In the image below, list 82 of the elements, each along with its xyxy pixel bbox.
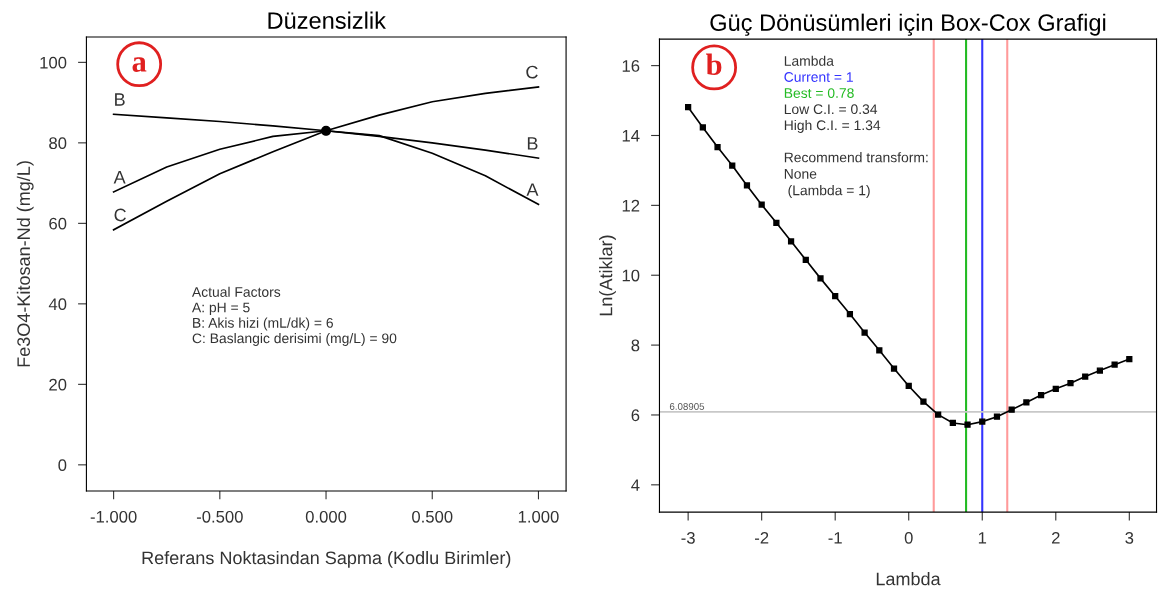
text: C [526,65,538,79]
x-tick-label: -0.500 [196,510,243,523]
y-tick-label: 4 [631,479,640,491]
point [1052,385,1059,392]
point [758,201,765,208]
point [817,275,824,282]
y-tick-label: 16 [622,60,640,72]
point [876,347,883,354]
point [993,413,1001,420]
point [1126,355,1133,363]
text: B [115,93,125,106]
point [685,104,692,111]
annotation: A: pH = 5 [191,302,250,316]
x-tick-label: -3 [681,531,695,544]
point [773,219,780,226]
y-tick-label: 14 [622,130,640,142]
point [1008,406,1015,413]
x-tick-label: -1.000 [90,510,137,523]
chart-title: Güç Dönüsümleri için Box-Cox Grafigi [710,13,1106,36]
point [1082,373,1089,380]
y-tick-label: 6 [631,409,640,422]
y-tick-label: 40 [48,298,67,311]
x-tick-label: 0.000 [305,510,347,523]
series-label: C [114,208,126,222]
annotation: B: Akis hizi (mL/dk) = 6 [193,317,333,331]
point [1037,391,1045,399]
y-tick-label: 12 [622,199,640,212]
point [890,365,898,372]
x-tick-label: -2 [755,531,769,544]
text: A [113,170,126,184]
ref-line-label: 6.08905 [669,403,705,410]
y-tick-label: 8 [631,339,640,352]
ref-line-label: Best = 0.78 [784,88,854,98]
annotation: Lambda [784,55,834,66]
annotation: C: Baslangic derisimi (mg/L) = 90 [192,333,397,346]
point [1067,380,1074,387]
x-tick-label: -1 [828,532,842,544]
chart-title: Düzensizlik [268,11,386,29]
x-tick-label: 2 [1051,531,1060,544]
point [1111,361,1118,368]
annotation: High C.I. = 1.34 [784,119,881,133]
series-label: A [526,183,539,196]
y-tick-label: 10 [622,269,640,282]
x-tick-label: 0.500 [412,510,453,523]
annotation: a [132,57,147,72]
point [935,411,942,418]
x-tick-label: 0 [904,531,913,544]
y-tick-label: 80 [49,137,67,150]
y-tick-label: 0 [58,459,67,472]
point [699,124,706,131]
y-tick-label: 60 [49,217,67,230]
point [1096,367,1104,374]
x-axis-title: Lambda [876,572,941,586]
ref-line-label: Current = 1 [784,72,853,82]
point [802,256,809,263]
point [846,310,854,318]
annotation: Low C.I. = 0.34 [784,104,878,115]
y-tick-label: 20 [49,378,67,391]
x-axis-title: Referans Noktasindan Sapma (Kodlu Birimler) [142,550,511,568]
point [832,293,839,300]
point [979,418,986,425]
point [787,238,795,245]
x-tick-label: 1.000 [518,510,559,523]
point [861,329,868,336]
point [964,421,971,428]
point [743,182,751,189]
y-axis-title: Fe3O4-Kitosan-Nd (mg/L) [16,161,34,367]
point [949,419,956,427]
x-tick-label: 1 [978,532,987,544]
y-axis-title: Ln(Atiklar) [599,235,616,316]
point [729,162,736,169]
point [1023,399,1030,406]
y-tick-label: 100 [40,56,67,69]
annotation: Actual Factors [191,286,281,297]
annotation: b [706,53,722,76]
line-series [112,86,540,231]
point [905,382,912,390]
annotation: Recommend transform: None (Lambda = 1) [784,152,928,198]
x-tick-label: 3 [1125,531,1134,544]
series-label: B [527,137,538,150]
point [714,143,721,151]
point [920,398,927,405]
